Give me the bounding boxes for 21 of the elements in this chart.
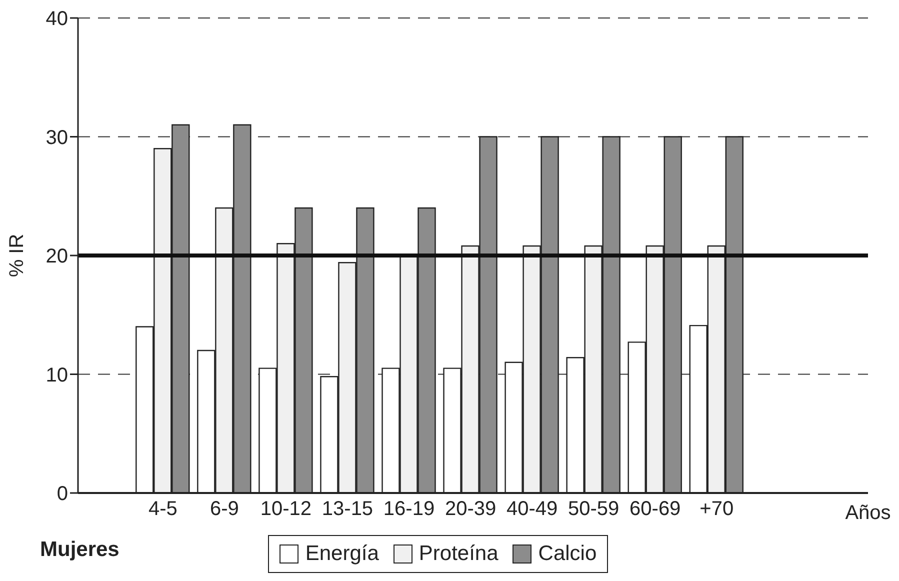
x-tick-label: 60-69 bbox=[630, 498, 681, 520]
legend-label: Energía bbox=[305, 542, 379, 566]
x-tick-label: +70 bbox=[700, 498, 734, 520]
x-tick-label: 10-12 bbox=[260, 498, 312, 520]
text: Mujeres bbox=[40, 538, 120, 562]
x-tick-label: 40-49 bbox=[506, 498, 558, 520]
x-tick-label: 16-19 bbox=[383, 498, 435, 520]
y-tick-label: 30 bbox=[46, 126, 68, 149]
y-axis-title: % IR bbox=[6, 234, 28, 278]
legend-label: Proteína bbox=[418, 542, 498, 566]
x-axis-title: Años bbox=[845, 502, 891, 524]
x-tick-label: 4-5 bbox=[148, 498, 178, 520]
x-tick-label: 50-59 bbox=[568, 498, 620, 520]
y-tick-label: 10 bbox=[46, 364, 68, 386]
x-tick-label: 20-39 bbox=[444, 498, 496, 520]
legend-label: Calcio bbox=[538, 542, 597, 566]
x-tick-label: 13-15 bbox=[322, 498, 374, 520]
y-tick-label: 20 bbox=[46, 246, 68, 268]
x-tick-label: 6-9 bbox=[210, 498, 239, 520]
y-tick-label: 40 bbox=[46, 8, 68, 30]
y-tick-label: 0 bbox=[56, 483, 68, 506]
